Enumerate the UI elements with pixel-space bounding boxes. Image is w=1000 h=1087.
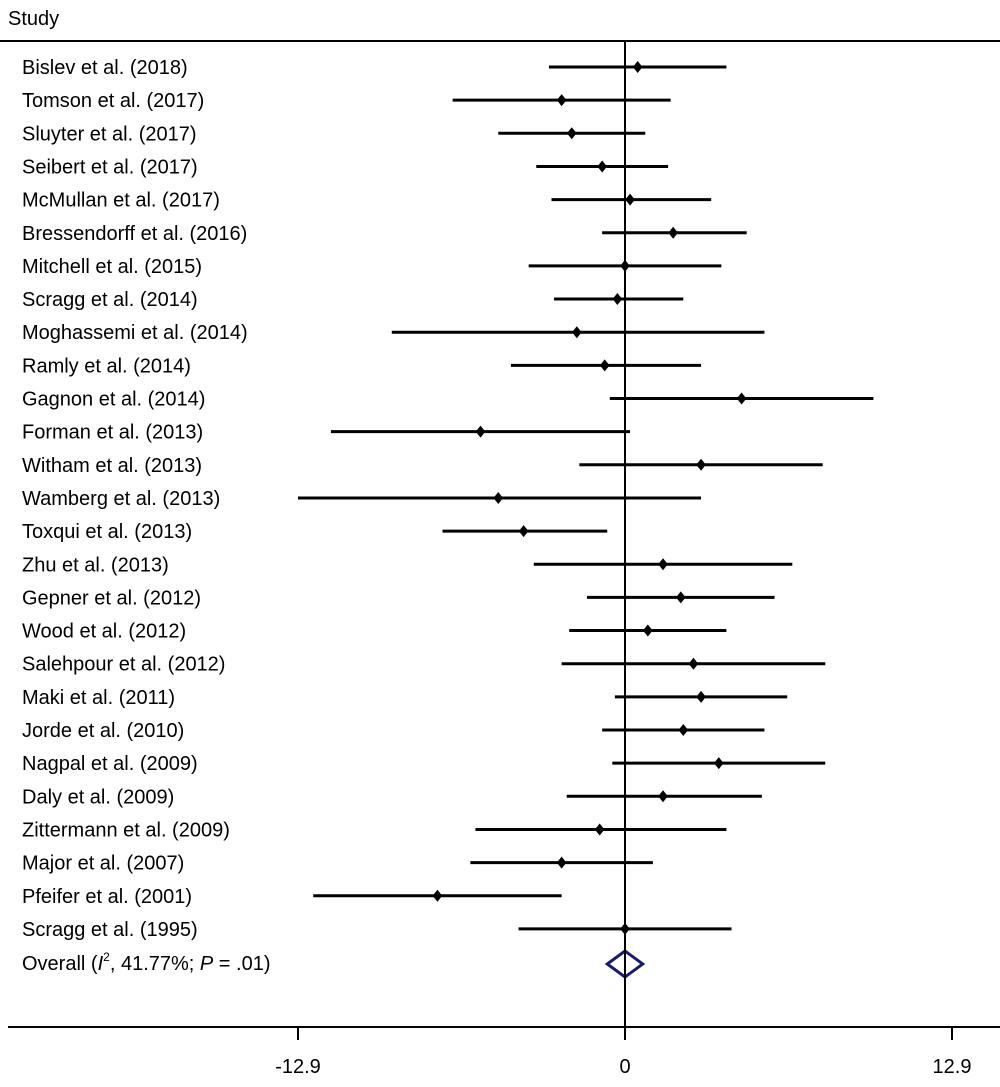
study-row: McMullan et al. (2017) — [22, 190, 712, 212]
study-label: McMullan et al. (2017) — [22, 190, 220, 212]
study-label: Scragg et al. (2014) — [22, 289, 198, 311]
point-estimate — [599, 359, 610, 372]
study-row: Jorde et al. (2010) — [22, 720, 765, 742]
study-label: Daly et al. (2009) — [22, 786, 174, 808]
study-row: Wamberg et al. (2013) — [22, 488, 702, 510]
study-label: Gagnon et al. (2014) — [22, 389, 205, 411]
point-estimate — [658, 790, 668, 803]
point-estimate — [736, 392, 747, 405]
study-row: Seibert et al. (2017) — [22, 156, 669, 178]
point-estimate — [475, 425, 486, 438]
study-label: Jorde et al. (2010) — [22, 720, 184, 742]
study-label: Zittermann et al. (2009) — [22, 819, 230, 841]
study-row: Bislev et al. (2018) — [22, 57, 727, 79]
point-estimate — [518, 525, 529, 538]
study-label: Bressendorff et al. (2016) — [22, 223, 247, 245]
point-estimate — [566, 127, 577, 140]
study-label: Salehpour et al. (2012) — [22, 654, 225, 676]
study-row: Pfeifer et al. (2001) — [22, 886, 562, 908]
study-label: Seibert et al. (2017) — [22, 156, 198, 178]
point-estimate — [678, 724, 689, 736]
study-row: Forman et al. (2013) — [22, 422, 631, 444]
study-row: Gagnon et al. (2014) — [22, 389, 874, 411]
study-label: Bislev et al. (2018) — [22, 57, 188, 79]
point-estimate — [572, 326, 582, 339]
study-row: Salehpour et al. (2012) — [22, 654, 826, 676]
x-tick-label: 0 — [619, 1056, 630, 1078]
study-label: Ramly et al. (2014) — [22, 355, 191, 377]
study-row: Toxqui et al. (2013) — [22, 521, 608, 543]
study-label: Pfeifer et al. (2001) — [22, 886, 192, 908]
point-estimate — [668, 226, 678, 239]
study-row: Sluyter et al. (2017) — [22, 123, 646, 145]
point-estimate — [625, 193, 635, 206]
point-estimate — [556, 856, 567, 869]
x-tick-label: -12.9 — [275, 1056, 321, 1078]
study-label: Wamberg et al. (2013) — [22, 488, 220, 510]
study-row: Tomson et al. (2017) — [22, 90, 671, 112]
study-row: Major et al. (2007) — [22, 853, 653, 875]
study-label: Scragg et al. (1995) — [22, 919, 198, 941]
point-estimate — [643, 624, 653, 637]
study-label: Gepner et al. (2012) — [22, 587, 201, 609]
study-row: Nagpal et al. (2009) — [22, 753, 826, 775]
point-estimate — [688, 657, 699, 670]
study-label: Tomson et al. (2017) — [22, 90, 204, 112]
point-estimate — [597, 160, 607, 173]
study-row: Zittermann et al. (2009) — [22, 819, 727, 841]
study-row: Bressendorff et al. (2016) — [22, 223, 747, 245]
study-label: Mitchell et al. (2015) — [22, 256, 202, 278]
point-estimate — [696, 458, 706, 471]
study-label: Major et al. (2007) — [22, 853, 184, 875]
study-row: Mitchell et al. (2015) — [22, 256, 722, 278]
study-label: Forman et al. (2013) — [22, 422, 203, 444]
point-estimate — [594, 823, 605, 836]
study-row: Daly et al. (2009) — [22, 786, 762, 808]
point-estimate — [632, 61, 643, 73]
point-estimate — [696, 690, 706, 703]
study-label: Nagpal et al. (2009) — [22, 753, 198, 775]
point-estimate — [675, 591, 686, 604]
overall-diamond — [604, 949, 646, 979]
study-row: Scragg et al. (2014) — [22, 289, 684, 311]
point-estimate — [713, 757, 724, 770]
study-label: Zhu et al. (2013) — [22, 554, 169, 576]
study-row: Witham et al. (2013) — [22, 455, 823, 477]
study-row: Ramly et al. (2014) — [22, 355, 702, 377]
study-label: Moghassemi et al. (2014) — [22, 322, 248, 344]
point-estimate — [658, 558, 668, 571]
study-label: Sluyter et al. (2017) — [22, 123, 197, 145]
study-label: Wood et al. (2012) — [22, 621, 186, 643]
column-header: Study — [8, 8, 59, 30]
point-estimate — [556, 94, 567, 107]
point-estimate — [432, 889, 443, 902]
study-label: Toxqui et al. (2013) — [22, 521, 192, 543]
study-row: Wood et al. (2012) — [22, 621, 727, 643]
study-label: Witham et al. (2013) — [22, 455, 202, 477]
point-estimate — [612, 293, 623, 306]
study-row: Moghassemi et al. (2014) — [22, 322, 765, 344]
study-row: Zhu et al. (2013) — [22, 554, 793, 576]
point-estimate — [493, 491, 504, 504]
study-row: Gepner et al. (2012) — [22, 587, 775, 609]
x-tick-label: 12.9 — [933, 1056, 972, 1078]
study-row: Maki et al. (2011) — [22, 687, 788, 709]
study-label: Maki et al. (2011) — [22, 687, 175, 709]
overall-row: Overall (I2, 41.77%; P = .01) — [22, 949, 646, 979]
overall-label: Overall (I2, 41.77%; P = .01) — [22, 950, 271, 975]
